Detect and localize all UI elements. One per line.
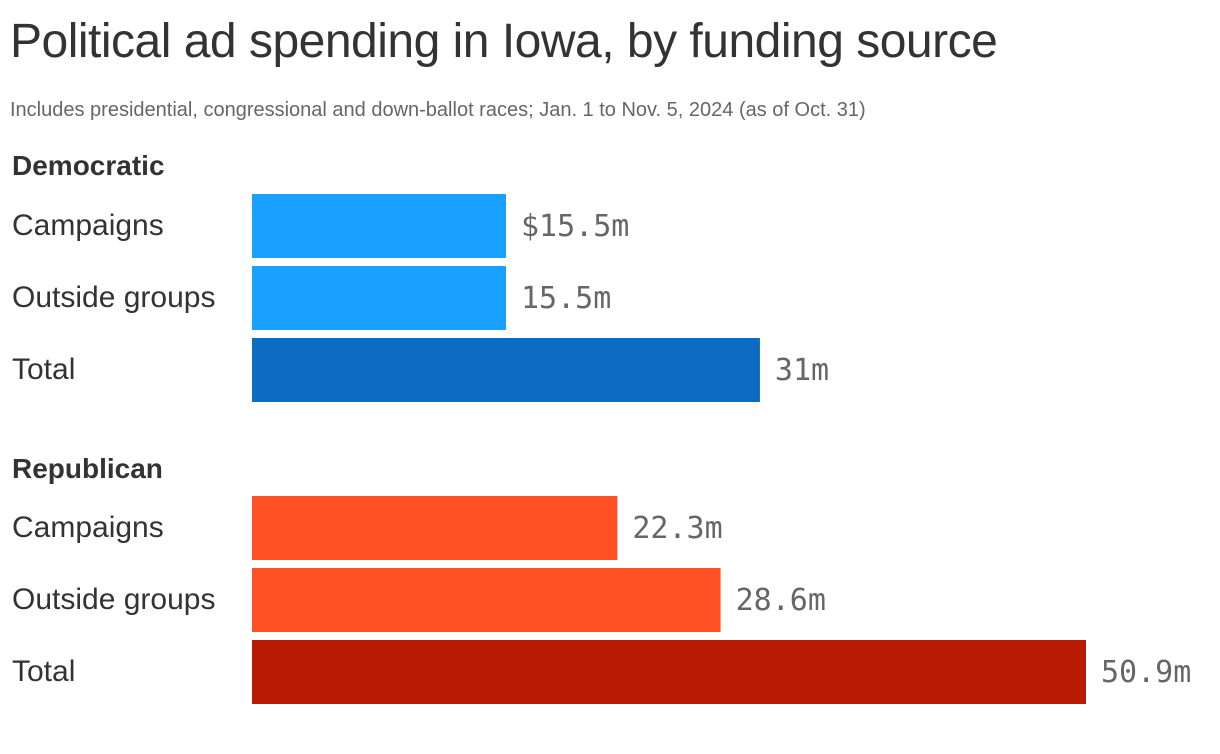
category-label-democratic-outside-groups: Outside groups	[12, 281, 215, 314]
group-label-democratic: Democratic	[12, 150, 165, 181]
category-label-republican-total: Total	[12, 655, 75, 688]
value-label-democratic-campaigns: $15.5m	[521, 209, 629, 244]
bar-republican-total	[252, 640, 1086, 704]
value-label-democratic-total: 31m	[775, 353, 829, 388]
value-label-republican-total: 50.9m	[1101, 655, 1191, 690]
chart-subtitle: Includes presidential, congressional and…	[10, 99, 866, 121]
value-label-republican-outside-groups: 28.6m	[736, 583, 826, 618]
group-label-republican: Republican	[12, 453, 163, 484]
bar-democratic-total	[252, 338, 760, 402]
category-label-republican-outside-groups: Outside groups	[12, 583, 215, 616]
chart-title: Political ad spending in Iowa, by fundin…	[10, 15, 998, 68]
value-label-republican-campaigns: 22.3m	[632, 511, 722, 546]
bar-democratic-outside-groups	[252, 266, 506, 330]
bar-democratic-campaigns	[252, 194, 506, 258]
category-label-democratic-total: Total	[12, 353, 75, 386]
category-label-republican-campaigns: Campaigns	[12, 511, 164, 544]
category-label-democratic-campaigns: Campaigns	[12, 209, 164, 242]
bar-republican-outside-groups	[252, 568, 721, 632]
value-label-democratic-outside-groups: 15.5m	[521, 281, 611, 316]
bar-republican-campaigns	[252, 496, 618, 560]
